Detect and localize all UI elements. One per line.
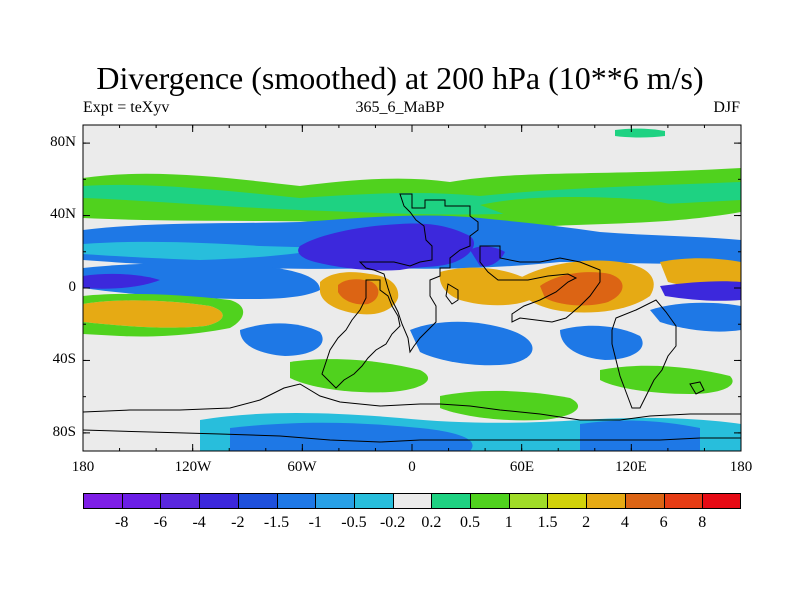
coastline-asia	[479, 245, 601, 323]
lon-label-120w: 120W	[174, 459, 212, 475]
region-southern-convergence-1	[240, 323, 323, 356]
colorbar-label: 4	[620, 514, 629, 531]
region-southern-highlat-blue-2	[580, 420, 700, 451]
colorbar-label: -1	[308, 514, 322, 531]
colorbar-label: 1	[504, 514, 513, 531]
colorbar-swatch	[353, 493, 393, 509]
coastlines	[82, 193, 741, 443]
period-label: 365_6_MaBP	[355, 99, 445, 116]
region-southern-convergence-3	[560, 325, 643, 360]
lon-label-120e: 120E	[615, 459, 647, 475]
colorbar-label: 0.2	[421, 514, 442, 531]
coastline-europe-africa	[358, 193, 479, 354]
colorbar-swatch	[547, 493, 587, 509]
lat-label-80n: 80N	[50, 134, 76, 150]
colorbar-label: -4	[192, 514, 206, 531]
colorbar-swatch	[508, 493, 548, 509]
region-equatorial-divergence-pacific	[660, 258, 741, 289]
region-equatorial-convergence-pacific	[83, 263, 320, 300]
region-southern-highlat-green-3	[600, 365, 733, 394]
colorbar-swatch	[160, 493, 200, 509]
colorbar-swatch	[83, 493, 122, 509]
lat-label-40n: 40N	[50, 206, 76, 222]
region-southern-highlat-green-2	[440, 390, 579, 421]
region-north-green-2	[480, 197, 690, 220]
colorbar-swatch	[702, 493, 741, 509]
region-equatorial-divergence-indian-core	[540, 272, 623, 306]
colorbar-swatch	[470, 493, 509, 509]
colorbar-label: 1.5	[537, 514, 558, 531]
coastline-south-america	[321, 279, 401, 389]
region-equatorial-strong-convergence-pacific	[83, 273, 160, 289]
region-equatorial-strong-convergence-east	[660, 281, 741, 301]
experiment-label: Expt = teXyv	[83, 99, 170, 116]
season-label: DJF	[713, 99, 740, 116]
lon-label-180w: 180	[71, 459, 95, 475]
coastline-india	[445, 283, 459, 305]
lat-label-40s: 40S	[52, 351, 76, 367]
region-strong-convergence-core	[298, 223, 475, 271]
colorbar-swatch	[431, 493, 471, 509]
colorbar-label: 6	[659, 514, 668, 531]
coastline-nz	[689, 381, 705, 395]
colorbar-label: 0.5	[460, 514, 481, 531]
region-southern-green-band	[83, 293, 244, 337]
colorbar-swatch	[663, 493, 703, 509]
region-southern-highlat-blue	[230, 422, 473, 451]
region-southern-divergence-band	[83, 300, 223, 328]
axis-ticks	[82, 125, 742, 451]
region-arctic-blob	[615, 128, 665, 138]
colorbar-swatch	[276, 493, 316, 509]
colorbar-label: 2	[582, 514, 591, 531]
region-equatorial-divergence-atlantic-core	[338, 279, 379, 305]
lon-label-180e: 180	[729, 459, 753, 475]
colorbar-swatch	[315, 493, 354, 509]
lat-label-0: 0	[68, 279, 77, 295]
colorbar-swatch	[237, 493, 277, 509]
lon-label-0: 0	[408, 459, 416, 475]
colorbar-swatch	[586, 493, 625, 509]
colorbar-swatch	[199, 493, 238, 509]
region-southern-convergence-4	[650, 302, 741, 332]
colorbar-label: -6	[153, 514, 168, 531]
colorbar-swatch	[624, 493, 664, 509]
colorbar-label: -8	[115, 514, 129, 531]
colorbar-label: -1.5	[263, 514, 290, 531]
lat-label-80s: 80S	[52, 424, 76, 440]
lon-label-60e: 60E	[509, 459, 535, 475]
region-southern-convergence-2	[410, 321, 533, 366]
region-equatorial-divergence-africa	[439, 267, 539, 306]
colorbar-label: -2	[231, 514, 245, 531]
lon-label-60w: 60W	[287, 459, 317, 475]
colorbar-label: -0.2	[379, 514, 406, 531]
coastline-antarctica	[82, 383, 741, 443]
plot-title: Divergence (smoothed) at 200 hPa (10**6 …	[96, 60, 704, 96]
region-convergence-east	[470, 246, 505, 267]
coastline-australia	[611, 299, 677, 409]
colorbar-label: -0.5	[341, 514, 367, 531]
region-midlat-cyan	[83, 241, 330, 260]
colorbar-swatch	[121, 493, 161, 509]
colorbar-swatch	[392, 493, 432, 509]
colorbar-label: 8	[698, 514, 707, 531]
